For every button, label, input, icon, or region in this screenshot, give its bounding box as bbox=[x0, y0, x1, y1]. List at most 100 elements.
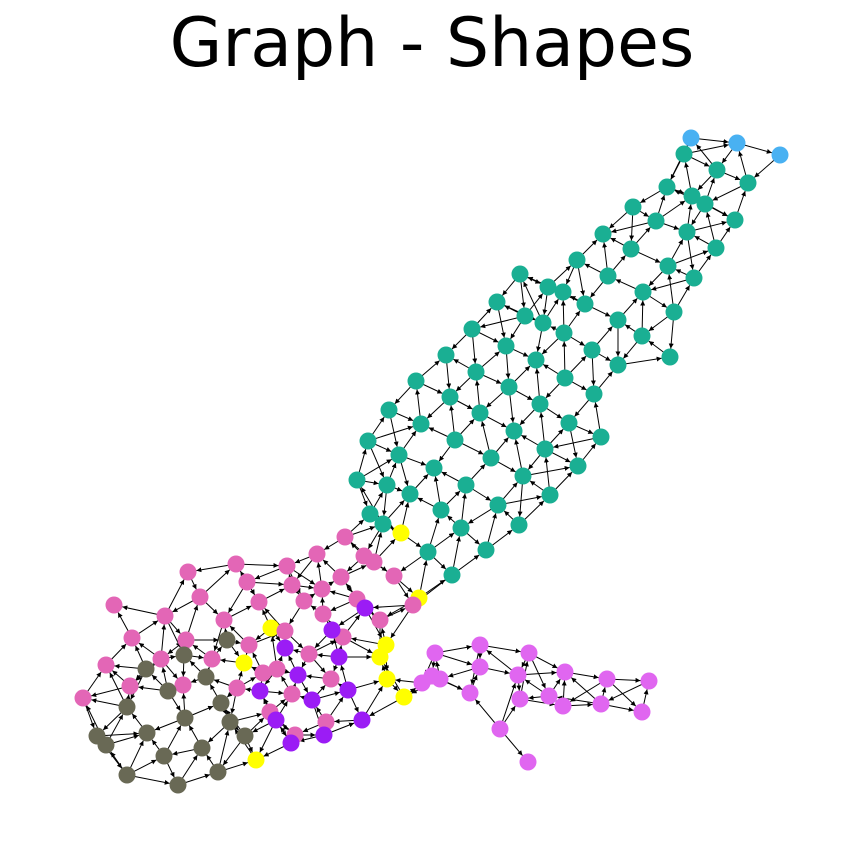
graph-node-violet bbox=[640, 672, 658, 690]
graph-node-pink bbox=[250, 593, 268, 611]
graph-node-teal bbox=[488, 293, 506, 311]
graph-node-pink bbox=[365, 553, 383, 571]
graph-node-pink bbox=[123, 629, 141, 647]
graph-node-violet bbox=[471, 658, 489, 676]
node-layer bbox=[74, 129, 789, 794]
graph-node-teal bbox=[634, 283, 652, 301]
graph-node-purple bbox=[323, 621, 341, 639]
graph-node-teal bbox=[685, 269, 703, 287]
graph-node-purple bbox=[356, 599, 374, 617]
graph-node-teal bbox=[374, 515, 392, 533]
graph-node-teal bbox=[412, 415, 430, 433]
graph-node-teal bbox=[378, 476, 396, 494]
graph-node-pink bbox=[276, 622, 294, 640]
graph-node-teal bbox=[463, 320, 481, 338]
graph-node-pink bbox=[278, 557, 296, 575]
graph-node-yellow bbox=[378, 670, 396, 688]
graph-node-violet bbox=[519, 753, 537, 771]
graph-node-olive bbox=[138, 724, 156, 742]
graph-node-teal bbox=[585, 385, 603, 403]
graph-node-olive bbox=[118, 698, 136, 716]
graph-node-purple bbox=[330, 648, 348, 666]
graph-node-violet bbox=[540, 687, 558, 705]
graph-node-teal bbox=[541, 486, 559, 504]
graph-node-pink bbox=[74, 689, 92, 707]
graph-node-purple bbox=[303, 691, 321, 709]
graph-node-teal bbox=[390, 446, 408, 464]
graph-node-pink bbox=[156, 607, 174, 625]
graph-node-violet bbox=[426, 644, 444, 662]
graph-node-teal bbox=[457, 476, 475, 494]
graph-node-pink bbox=[121, 677, 139, 695]
graph-node-teal bbox=[609, 311, 627, 329]
graph-node-teal bbox=[661, 348, 679, 366]
graph-node-teal bbox=[471, 404, 489, 422]
graph-node-violet bbox=[554, 697, 572, 715]
graph-node-olive bbox=[175, 646, 193, 664]
graph-node-teal bbox=[527, 351, 545, 369]
graph-node-teal bbox=[407, 372, 425, 390]
graph-node-purple bbox=[289, 666, 307, 684]
graph-node-yellow bbox=[371, 648, 389, 666]
graph-node-purple bbox=[282, 734, 300, 752]
graph-node-pink bbox=[283, 685, 301, 703]
graph-node-olive bbox=[176, 709, 194, 727]
graph-node-olive bbox=[97, 736, 115, 754]
graph-node-pink bbox=[371, 611, 389, 629]
graph-node-teal bbox=[505, 422, 523, 440]
graph-node-violet bbox=[461, 684, 479, 702]
graph-node-pink bbox=[191, 588, 209, 606]
graph-node-teal bbox=[599, 267, 617, 285]
graph-node-pink bbox=[404, 596, 422, 614]
graph-node-olive bbox=[221, 713, 239, 731]
graph-node-teal bbox=[348, 471, 366, 489]
graph-node-pink bbox=[179, 563, 197, 581]
graph-node-olive bbox=[236, 727, 254, 745]
graph-node-teal bbox=[437, 346, 455, 364]
graph-node-teal bbox=[726, 211, 744, 229]
graph-node-teal bbox=[583, 341, 601, 359]
graph-node-teal bbox=[500, 378, 518, 396]
graph-node-pink bbox=[385, 567, 403, 585]
graph-node-purple bbox=[251, 682, 269, 700]
graph-node-teal bbox=[576, 295, 594, 313]
graph-node-teal bbox=[658, 178, 676, 196]
graph-node-teal bbox=[489, 496, 507, 514]
graph-node-teal bbox=[707, 239, 725, 257]
graph-node-olive bbox=[193, 739, 211, 757]
graph-node-teal bbox=[419, 543, 437, 561]
graph-node-teal bbox=[514, 467, 532, 485]
graph-node-teal bbox=[516, 307, 534, 325]
graph-node-pink bbox=[228, 679, 246, 697]
graph-node-teal bbox=[467, 363, 485, 381]
graph-node-teal bbox=[592, 428, 610, 446]
graph-node-teal bbox=[556, 369, 574, 387]
graph-node-pink bbox=[295, 592, 313, 610]
graph-node-pink bbox=[313, 580, 331, 598]
graph-node-teal bbox=[452, 519, 470, 537]
graph-node-teal bbox=[624, 198, 642, 216]
graph-node-teal bbox=[609, 356, 627, 374]
graph-node-pink bbox=[317, 713, 335, 731]
graph-node-yellow bbox=[395, 688, 413, 706]
graph-node-yellow bbox=[392, 524, 410, 542]
graph-node-purple bbox=[276, 639, 294, 657]
graph-node-teal bbox=[555, 324, 573, 342]
graph-node-violet bbox=[413, 674, 431, 692]
graph-node-teal bbox=[536, 440, 554, 458]
graph-node-olive bbox=[159, 682, 177, 700]
graph-node-teal bbox=[683, 187, 701, 205]
graph-node-pink bbox=[268, 660, 286, 678]
graph-node-teal bbox=[708, 161, 726, 179]
graph-node-pink bbox=[238, 573, 256, 591]
graph-node-olive bbox=[118, 766, 136, 784]
graph-node-teal bbox=[361, 505, 379, 523]
graph-node-violet bbox=[598, 670, 616, 688]
graph-node-violet bbox=[592, 695, 610, 713]
chart-title: Graph - Shapes bbox=[169, 4, 695, 83]
graph-node-teal bbox=[432, 501, 450, 519]
graph-node-pink bbox=[336, 528, 354, 546]
graph-node-teal bbox=[482, 449, 500, 467]
graph-node-pink bbox=[314, 605, 332, 623]
graph-node-violet bbox=[511, 690, 529, 708]
